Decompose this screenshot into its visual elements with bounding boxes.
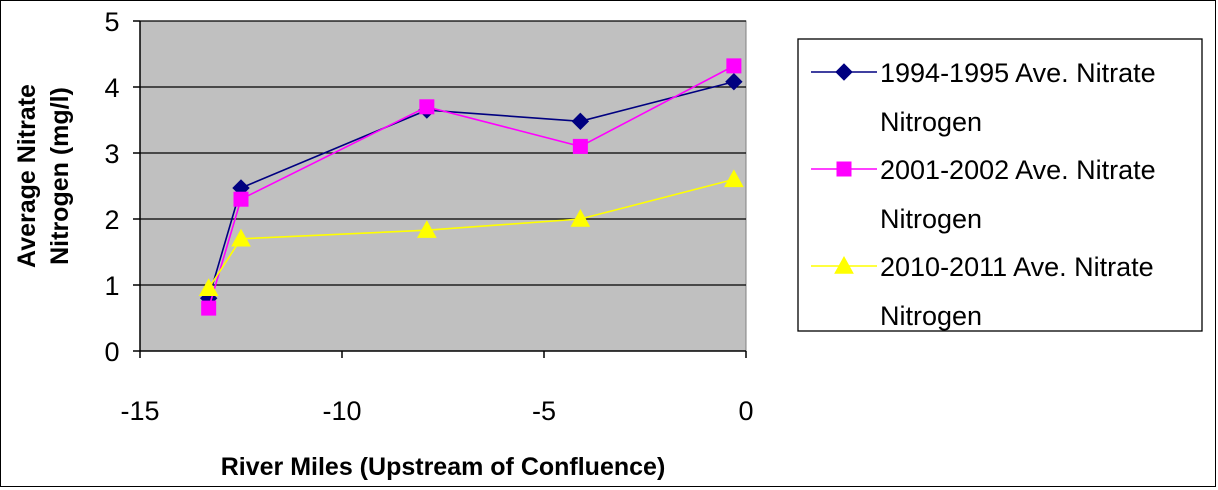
legend-entry: 2010-2011 Ave. Nitrate Nitrogen xyxy=(811,252,1154,331)
legend-entry: 2001-2002 Ave. Nitrate Nitrogen xyxy=(811,155,1156,234)
plot-area xyxy=(139,20,747,352)
series-3 xyxy=(198,169,744,296)
x-tick-label: 0 xyxy=(738,396,753,426)
y-tick-label: 3 xyxy=(104,139,119,169)
data-point xyxy=(572,138,588,154)
data-point xyxy=(570,208,591,227)
data-point xyxy=(725,73,743,91)
legend-label: 1994-1995 Ave. Nitrate xyxy=(880,58,1156,88)
data-point xyxy=(201,300,217,316)
y-tick-label: 2 xyxy=(104,205,119,235)
data-point xyxy=(198,278,219,296)
legend-label: Nitrogen xyxy=(880,301,982,331)
legend-box xyxy=(797,38,1203,332)
legend-label: Nitrogen xyxy=(880,107,982,137)
legend-marker xyxy=(834,255,854,274)
data-point xyxy=(233,191,249,207)
x-axis-title: River Miles (Upstream of Confluence) xyxy=(221,453,666,481)
legend-entry: 1994-1995 Ave. Nitrate Nitrogen xyxy=(811,58,1156,137)
data-point xyxy=(416,220,437,238)
legend-marker xyxy=(836,161,852,177)
data-point xyxy=(419,99,435,115)
y-axis-title: Average Nitrate Nitrogen (mg/l) xyxy=(13,84,74,268)
y-tick-label: 0 xyxy=(104,337,119,367)
legend: 1994-1995 Ave. NitrateNitrogen2001-2002 … xyxy=(797,38,1203,332)
legend-marker xyxy=(835,63,853,81)
x-tick-label: -10 xyxy=(322,396,361,426)
y-tick-label: 1 xyxy=(104,271,119,301)
series-layer xyxy=(198,58,744,316)
series-2 xyxy=(201,58,742,316)
data-point xyxy=(724,169,744,188)
x-tick-label: -5 xyxy=(532,396,556,426)
x-tick-label: -15 xyxy=(120,396,159,426)
gridlines xyxy=(140,20,746,286)
data-point xyxy=(726,58,742,74)
data-point xyxy=(231,228,251,247)
data-point xyxy=(571,112,590,131)
legend-label: 2001-2002 Ave. Nitrate xyxy=(880,155,1156,185)
x-tick-labels: -15 -10 -5 0 xyxy=(120,396,753,426)
axes xyxy=(133,20,747,358)
y-axis-title-line: Average Nitrate xyxy=(13,84,41,268)
legend-label: Nitrogen xyxy=(880,204,982,234)
y-tick-label: 5 xyxy=(104,7,119,37)
legend-label: 2010-2011 Ave. Nitrate xyxy=(880,252,1154,282)
y-tick-labels: 0 1 2 3 4 5 xyxy=(104,7,119,367)
y-tick-label: 4 xyxy=(104,73,119,103)
y-axis-title-line: Nitrogen (mg/l) xyxy=(46,87,74,265)
